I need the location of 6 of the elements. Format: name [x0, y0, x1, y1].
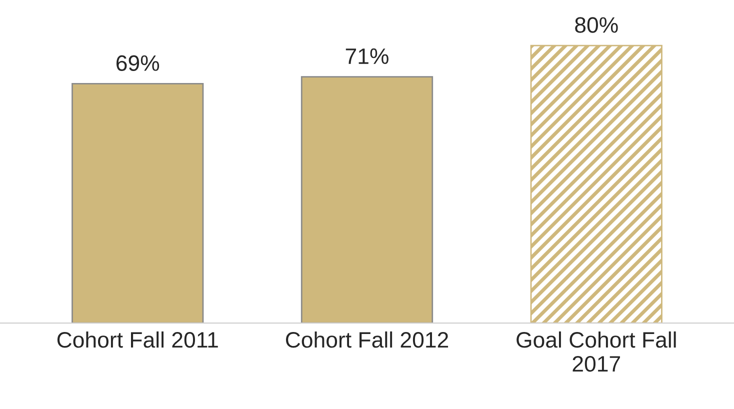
data-label: 71%	[346, 48, 388, 64]
x-tick-label: Cohort Fall 2011	[57, 331, 218, 348]
x-tick-label: Cohort Fall 2012	[286, 331, 448, 348]
data-label: 69%	[116, 55, 160, 72]
data-label: 80%	[575, 17, 618, 33]
x-tick-label: Goal Cohort Fall 2017	[516, 331, 676, 372]
